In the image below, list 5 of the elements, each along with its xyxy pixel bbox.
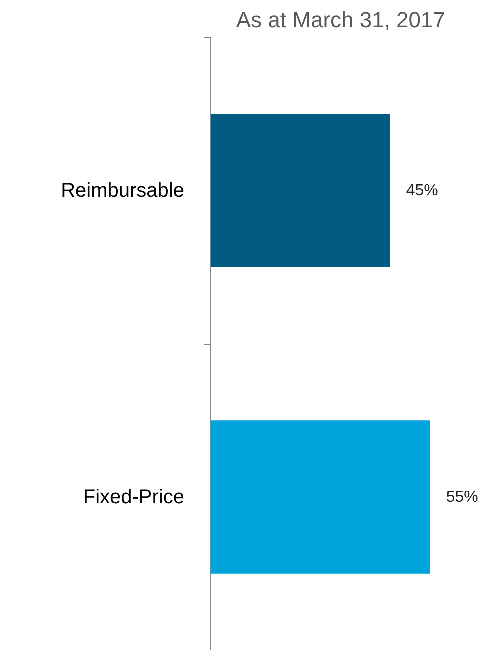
y-tick-label: Reimbursable (61, 180, 184, 202)
chart-title: As at March 31, 2017 (236, 8, 446, 32)
y-tick-label: Fixed-Price (83, 486, 185, 508)
data-label: 45% (406, 182, 438, 200)
data-label: 55% (446, 488, 478, 506)
